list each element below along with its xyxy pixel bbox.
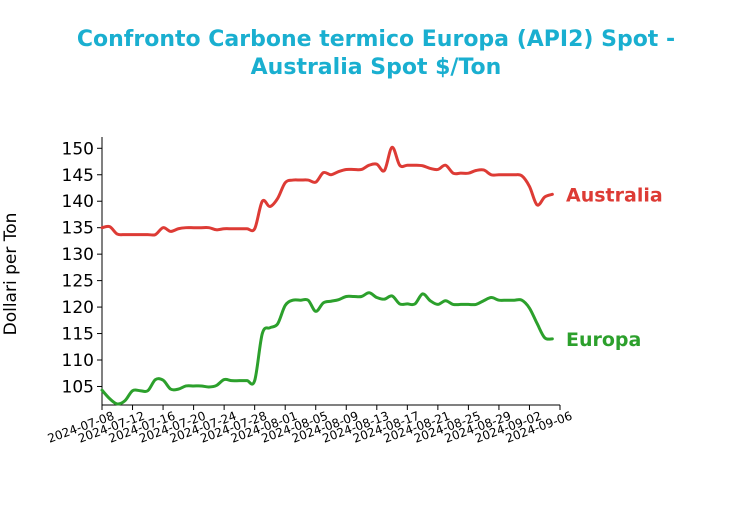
y-tick-label: 130 [62,245,94,265]
chart-title: Confronto Carbone termico Europa (API2) … [76,27,676,80]
y-axis-ticks: 105 110 115 120 125 130 135 140 145 150 [62,139,102,397]
series-line-europa [100,291,554,406]
y-tick-label: 150 [62,139,94,159]
chart-axes [101,137,560,406]
y-tick-label: 145 [62,166,94,186]
y-tick-label: 105 [62,377,94,397]
series-line-australia [100,145,554,237]
y-tick-label: 115 [62,325,94,345]
series-label-europa: Europa [566,329,641,351]
series-labels: Australia Europa [566,184,663,350]
series-label-australia: Australia [566,184,663,206]
y-tick-label: 110 [62,351,94,371]
y-tick-label: 125 [62,272,94,292]
y-tick-label: 135 [62,219,94,239]
y-axis-label: Dollari per Ton [1,213,21,336]
y-tick-label: 120 [62,298,94,318]
x-axis-ticks: 2024-07-082024-07-122024-07-162024-07-20… [46,405,574,446]
series-lines [100,145,554,406]
y-tick-label: 140 [62,192,94,212]
